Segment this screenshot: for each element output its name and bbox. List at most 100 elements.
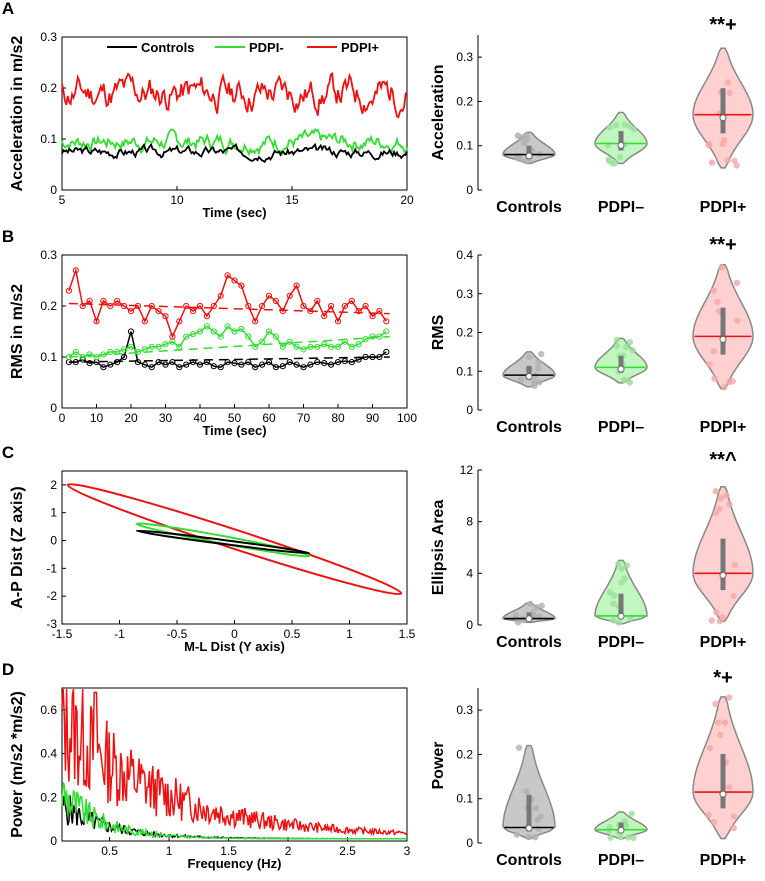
panel-c-violin-median-dot — [719, 571, 727, 579]
panel-a-violin-point — [630, 126, 638, 133]
panel-b-violin-point — [517, 376, 525, 383]
panel-b-y-axis-label: RMS in m/s2 — [9, 284, 26, 379]
panel-c-violin-point — [623, 562, 631, 569]
panel-b-point — [279, 308, 286, 315]
panel-b-point — [362, 302, 369, 310]
panel-b-point — [121, 302, 128, 310]
panel-a-x-tick-label: 15 — [285, 193, 299, 207]
panel-a-violin-point — [616, 153, 624, 161]
panel-a-violin-point — [726, 89, 733, 97]
panel-b-point — [100, 364, 107, 371]
panel-b-point — [300, 346, 307, 353]
panel-a-violin-point — [625, 122, 633, 130]
panel-b-point — [307, 361, 314, 368]
panel-letter-c: C — [2, 443, 14, 462]
panel-d-violin-box — [526, 794, 532, 832]
panel-c-ellipse-pdpi+ — [66, 483, 403, 596]
panel-d-y-tick-label: 0.6 — [40, 703, 57, 717]
panel-b-point — [300, 364, 307, 371]
panel-b-violin-point — [622, 343, 630, 351]
panel-d-violin-point — [515, 744, 523, 751]
panel-a-series-pdpi+ — [61, 72, 408, 119]
panel-c-y-tick-label: 0 — [50, 534, 57, 548]
panel-c-y-tick-label: -1 — [46, 561, 57, 575]
panel-c-violin-point — [533, 604, 540, 611]
panel-b-point — [231, 328, 238, 335]
panel-d-violin-group-label: PDPI– — [598, 852, 644, 869]
panel-a-violin-y-tick-label: 0 — [466, 183, 473, 197]
panel-b-violin-point — [726, 378, 733, 386]
panel-b-point — [328, 302, 335, 310]
panel-b-point — [362, 353, 369, 361]
panel-b-point — [162, 361, 169, 368]
panel-b-x-tick-label: 10 — [90, 411, 104, 425]
panel-b-point — [383, 348, 390, 355]
panel-c-x-tick-label: 0.5 — [284, 627, 301, 641]
panel-b-violin-y-tick-label: 0.4 — [456, 248, 473, 262]
panel-b-point — [252, 364, 259, 371]
panel-d-violin-point — [711, 819, 718, 826]
panel-b-point — [210, 328, 217, 335]
panel-b-x-tick-label: 100 — [397, 411, 417, 425]
panel-letter-d: D — [2, 660, 14, 679]
panel-b-point — [355, 308, 362, 315]
panel-b-point — [127, 343, 135, 350]
panel-b-point — [134, 348, 141, 355]
panel-d-violin-point — [532, 833, 539, 841]
panel-c-violin-point — [512, 612, 520, 619]
panel-c-violin-y-tick-label: 4 — [466, 566, 473, 580]
panel-b-point — [114, 297, 121, 304]
panel-a-violin-point — [613, 121, 620, 129]
panel-c-violin-point — [723, 492, 730, 499]
panel-c-y-tick-label: -2 — [46, 589, 57, 603]
panel-b-point — [307, 343, 314, 350]
panel-a-violin-point — [606, 124, 614, 131]
panel-a-violin-point — [523, 135, 531, 143]
panel-b-y-tick-label: 0.3 — [40, 248, 57, 262]
panel-c-violin-point — [716, 505, 723, 513]
panel-b-point — [321, 360, 328, 367]
panel-a-violin-significance: **+ — [709, 14, 736, 36]
panel-d-violin-point — [630, 834, 637, 842]
panel-d-violin-point — [628, 810, 635, 817]
panel-b-violin-median-dot — [719, 335, 727, 343]
panel-c-x-tick-label: 0 — [231, 627, 238, 641]
panel-d-violin-y-tick-label: 0.3 — [456, 703, 473, 717]
panel-b-point — [190, 308, 197, 315]
panel-c-violin-point — [726, 501, 733, 508]
panel-b-violin-point — [718, 264, 725, 271]
panel-a-violin-point — [517, 134, 525, 141]
panel-d-y-tick-label: 0.2 — [40, 790, 57, 804]
panel-b-trend-pdpi+ — [68, 302, 390, 315]
panel-d-violin-group-label: PDPI+ — [700, 852, 747, 869]
panel-c-violin-point — [719, 613, 726, 621]
panel-b-violin-point — [538, 350, 545, 358]
panel-b-point — [286, 338, 293, 345]
panel-c-violin-shape-1 — [594, 559, 648, 625]
panel-c-violin-group-label: PDPI– — [598, 634, 644, 651]
panel-b-point — [376, 333, 383, 340]
panel-d-violin-point — [617, 833, 624, 841]
panel-b-point — [259, 302, 266, 310]
panel-d-violin-point — [513, 831, 521, 838]
panel-d-violin-box — [720, 753, 726, 809]
panel-b-point — [155, 343, 162, 350]
panel-a-violin-group-label: Controls — [496, 199, 562, 216]
panel-b-violin-group-label: Controls — [496, 419, 562, 436]
panel-b-point — [286, 292, 293, 299]
panel-c-x-tick-label: 1.5 — [399, 627, 416, 641]
panel-b-point — [348, 297, 355, 304]
panel-c-violin-point — [606, 589, 614, 596]
panel-b-violin-y-tick-label: 0.1 — [456, 364, 473, 378]
panel-d-y-tick-label: 0.4 — [40, 747, 57, 761]
panel-b-point — [203, 323, 210, 330]
panel-d-violin-point — [532, 804, 540, 812]
panel-a-y-tick-label: 0.1 — [40, 132, 57, 146]
panel-b-point — [169, 359, 176, 366]
panel-a-plot-frame — [61, 36, 408, 191]
panel-d-x-tick-label: 2 — [285, 844, 292, 858]
panel-b-violin-group-label: PDPI– — [598, 419, 644, 436]
panel-b-violin-point — [710, 287, 717, 294]
panel-c-violin-y-tick-label: 12 — [460, 463, 474, 477]
